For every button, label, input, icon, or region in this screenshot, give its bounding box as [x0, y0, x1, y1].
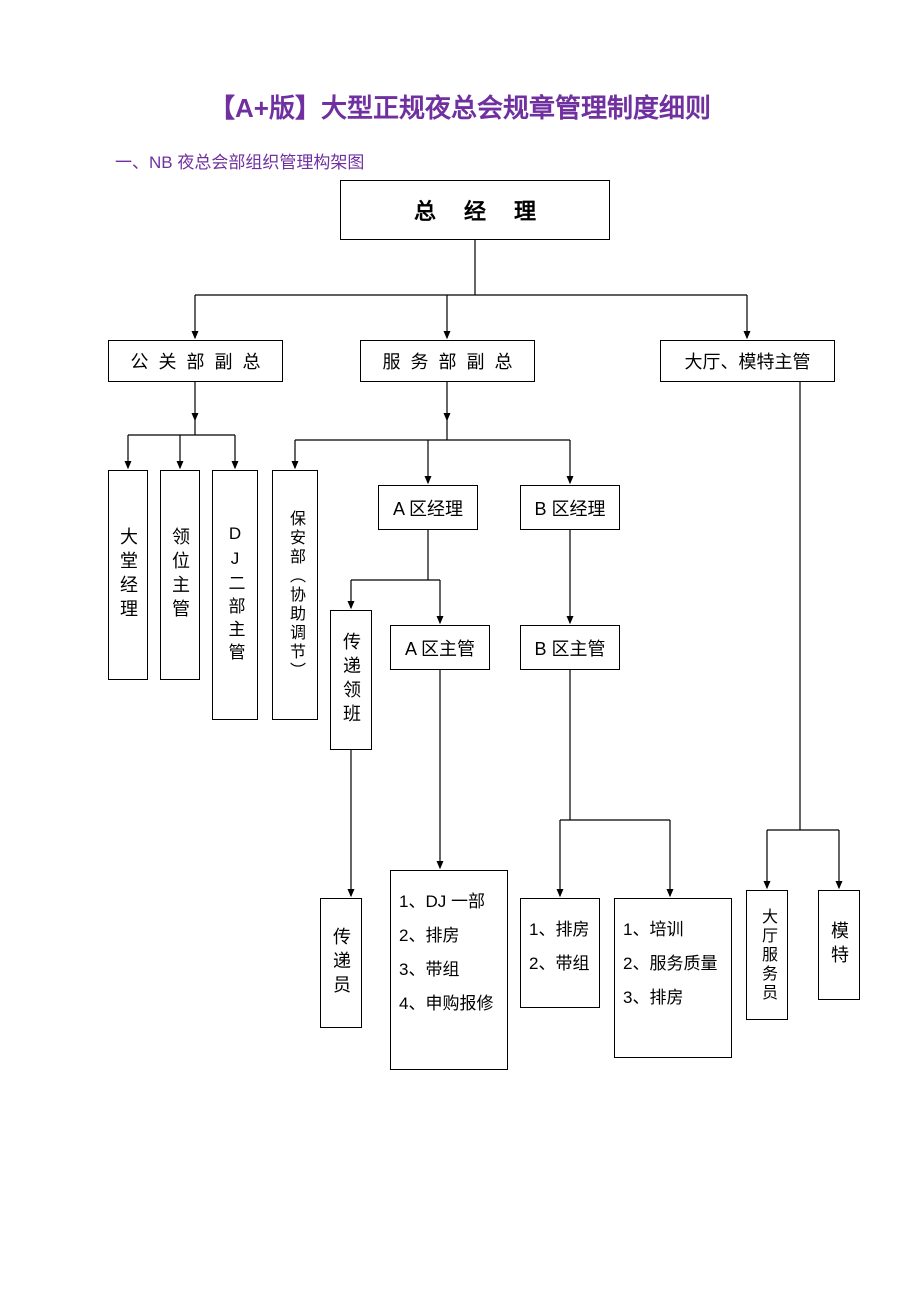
- list-item: 4、申购报修: [399, 987, 493, 1021]
- node-dj2-supervisor: DJ二部主管: [212, 470, 258, 720]
- list-item: 2、带组: [529, 947, 589, 981]
- node-hall-service: 大厅服务员: [746, 890, 788, 1020]
- node-model: 模特: [818, 890, 860, 1000]
- list-item: 1、DJ 一部: [399, 885, 485, 919]
- list-item: 2、排房: [399, 919, 459, 953]
- node-pr-dept: 公关部副总: [108, 340, 283, 382]
- node-seat-supervisor: 领位主管: [160, 470, 200, 680]
- node-service-dept: 服务部副总: [360, 340, 535, 382]
- list-item: 3、带组: [399, 953, 459, 987]
- list-item: 2、服务质量: [623, 947, 717, 981]
- node-relay-staff: 传递员: [320, 898, 362, 1028]
- section-heading: 一、NB 夜总会部组织管理构架图: [115, 148, 364, 173]
- node-a-duties: 1、DJ 一部 2、排房 3、带组 4、申购报修: [390, 870, 508, 1070]
- node-relay-leader: 传递领班: [330, 610, 372, 750]
- page-title: 【A+版】大型正规夜总会规章管理制度细则: [0, 88, 920, 125]
- list-item: 1、培训: [623, 913, 683, 947]
- list-item: 1、排房: [529, 913, 589, 947]
- node-general-manager: 总经理: [340, 180, 610, 240]
- node-a-supervisor: A 区主管: [390, 625, 490, 670]
- node-b-manager: B 区经理: [520, 485, 620, 530]
- list-item: 3、排房: [623, 981, 683, 1015]
- node-security: 保安部（协助调节）: [272, 470, 318, 720]
- node-hall-model-sup: 大厅、模特主管: [660, 340, 835, 382]
- node-training-duties: 1、培训 2、服务质量 3、排房: [614, 898, 732, 1058]
- node-lobby-manager: 大堂经理: [108, 470, 148, 680]
- node-b-supervisor: B 区主管: [520, 625, 620, 670]
- node-a-manager: A 区经理: [378, 485, 478, 530]
- node-b-duties: 1、排房 2、带组: [520, 898, 600, 1008]
